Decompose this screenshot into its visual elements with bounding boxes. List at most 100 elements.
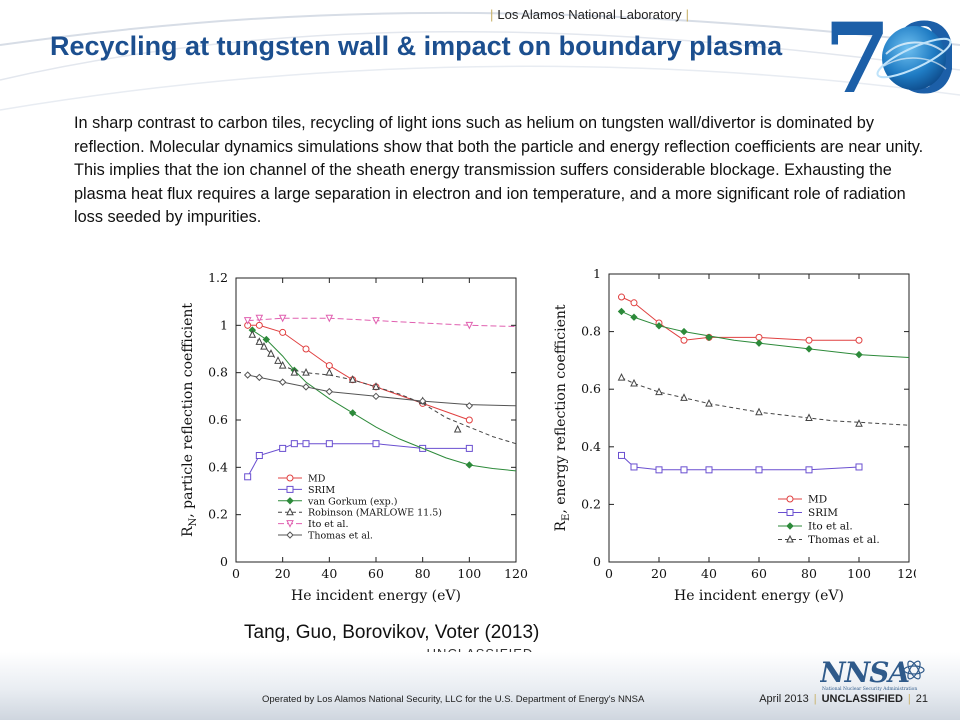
x-tick-label: 80 [415, 566, 431, 581]
data-point [260, 342, 268, 350]
legend-marker [286, 474, 294, 482]
body-paragraph: In sharp contrast to carbon tiles, recyc… [74, 114, 924, 227]
legend-label: SRIM [808, 507, 838, 519]
legend-label: van Gorkum (exp.) [307, 496, 397, 507]
y-tick-label: 1 [220, 317, 228, 332]
series-line [621, 296, 859, 341]
plot-frame [608, 273, 910, 563]
data-point [248, 330, 257, 338]
series-line [252, 329, 517, 472]
legend-label: MD [808, 494, 827, 506]
data-point [255, 314, 264, 323]
data-point [243, 371, 252, 379]
x-tick-label: 0 [605, 566, 613, 581]
footer-strip [0, 652, 960, 720]
data-point [302, 383, 310, 391]
series-line [621, 455, 860, 471]
data-point [617, 307, 626, 316]
legend-label: Thomas et al. [308, 531, 373, 542]
y-axis-label-sub: N [188, 517, 199, 526]
y-tick-label: 0 [220, 554, 228, 569]
y-tick-label: 0.2 [581, 496, 601, 511]
series-4 [243, 314, 517, 330]
data-point [325, 440, 333, 448]
data-point [855, 350, 863, 359]
footer-classification: UNCLASSIFIED [821, 693, 903, 705]
data-point [290, 368, 299, 376]
data-point [372, 382, 380, 390]
series-0 [244, 321, 473, 424]
x-tick-label: 40 [701, 566, 717, 581]
y-tick-label: 0.6 [208, 412, 228, 427]
data-point [302, 368, 310, 376]
x-tick-label: 120 [897, 566, 916, 581]
y-axis-label-main: R [553, 521, 569, 532]
data-point [290, 440, 298, 448]
data-point [267, 349, 275, 357]
data-point [655, 322, 663, 330]
series-3 [617, 373, 910, 427]
data-point [255, 321, 263, 329]
legend-label: Ito et al. [308, 519, 349, 530]
data-point [855, 419, 863, 427]
series-2 [248, 326, 517, 472]
legend-marker [786, 495, 794, 503]
data-point [325, 368, 334, 376]
data-point [278, 314, 287, 323]
data-point [372, 317, 380, 325]
data-point [325, 362, 333, 370]
data-point [705, 398, 713, 407]
legend-marker [286, 485, 294, 493]
lab-header: | Los Alamos National Laboratory | [490, 7, 690, 22]
data-point [855, 463, 863, 471]
data-point [255, 337, 264, 345]
data-point [302, 440, 310, 448]
citation: Tang, Guo, Borovikov, Voter (2013) [244, 622, 540, 643]
series-5 [243, 371, 517, 410]
data-point [278, 360, 287, 369]
data-point [244, 473, 252, 481]
data-point [325, 314, 334, 323]
data-point [755, 466, 763, 474]
data-point [755, 339, 763, 347]
data-point [680, 466, 688, 474]
data-point [465, 321, 474, 330]
series-line [621, 377, 910, 426]
y-axis-label: RN, particle reflection coefficient [180, 303, 199, 537]
x-tick-label: 100 [847, 566, 871, 581]
x-tick-label: 60 [368, 566, 384, 581]
y-axis-label-sub: E [561, 514, 572, 521]
x-tick-label: 40 [321, 566, 337, 581]
data-point [255, 452, 263, 459]
slide-title: Recycling at tungsten wall & impact on b… [50, 31, 783, 61]
y-tick-label: 0.4 [208, 459, 228, 474]
data-point [655, 466, 663, 474]
data-point [243, 317, 252, 325]
data-point [680, 327, 688, 336]
y-tick-label: 0.2 [208, 507, 228, 522]
data-point [348, 375, 357, 383]
data-point [680, 393, 688, 401]
lab-name: Los Alamos National Laboratory [497, 7, 682, 22]
x-axis-label: He incident energy (eV) [674, 588, 844, 604]
y-axis-label-main: R [180, 526, 196, 537]
data-point [855, 336, 863, 344]
x-tick-label: 20 [651, 566, 667, 581]
data-point [705, 466, 713, 474]
legend-label: Thomas et al. [808, 534, 880, 546]
data-point [453, 424, 462, 433]
data-point [630, 299, 638, 307]
data-point [279, 444, 287, 452]
series-line [251, 334, 517, 445]
data-point [618, 293, 625, 301]
data-point [680, 336, 688, 344]
series-line [621, 310, 910, 358]
series-3 [248, 330, 517, 445]
legend-label: Robinson (MARLOWE 11.5) [308, 508, 442, 519]
data-point [465, 461, 474, 469]
data-point [372, 392, 380, 401]
y-tick-label: 0.4 [581, 439, 601, 454]
data-point [348, 409, 357, 417]
anniversary-logo-icon: 70 [824, 14, 952, 98]
y-tick-label: 0.6 [581, 381, 601, 396]
